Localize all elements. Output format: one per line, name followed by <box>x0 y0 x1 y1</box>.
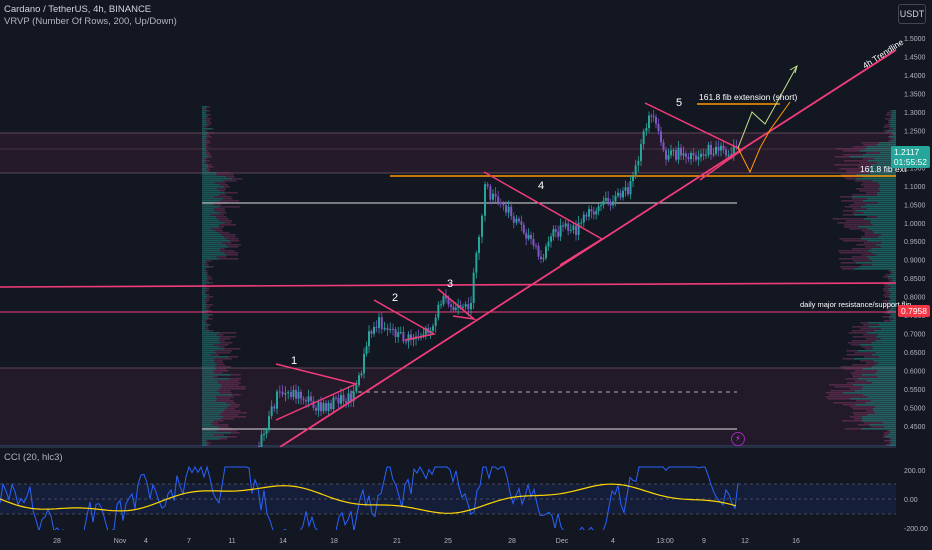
price-tick-label: 0.9500 <box>904 239 926 246</box>
level-0.8660-line <box>0 282 897 288</box>
price-tick-label: 0.6000 <box>904 369 926 376</box>
price-tick-label: 1.4500 <box>904 54 926 61</box>
countdown-value: 01:55:52 <box>893 157 927 167</box>
panel-separator[interactable] <box>0 447 896 448</box>
cci-ma-line <box>0 483 737 514</box>
currency-button[interactable]: USDT <box>898 4 926 24</box>
cci-panel <box>0 465 896 530</box>
wave-label-1: 1 <box>291 355 297 367</box>
price-tick-label: 0.6500 <box>904 350 926 357</box>
time-axis[interactable]: 28 Nov 4 7 11 14 18 21 25 28 Dec 4 13:00 9 12 16 <box>53 538 800 545</box>
cci-axis[interactable]: 200.00 0.00 -200.00 <box>904 468 928 533</box>
upper-range-zone <box>0 133 896 173</box>
lower-range-zone <box>0 368 896 446</box>
price-axis[interactable]: 1.50001.45001.40001.35001.30001.25001.20… <box>904 36 926 431</box>
symbol-title[interactable]: Cardano / TetherUS, 4h, BINANCE <box>4 4 152 15</box>
price-tick-label: 0.8500 <box>904 276 926 283</box>
range-zones <box>0 132 896 447</box>
triangle-3 <box>437 288 477 321</box>
price-tick-label: 0.8000 <box>904 295 926 302</box>
price-tick-label: 1.3500 <box>904 91 926 98</box>
price-tick-label: 0.9000 <box>904 258 926 265</box>
price-tick-label: 1.4000 <box>904 73 926 80</box>
fib-ext-label: 161.8 fib ext <box>860 164 907 174</box>
cci-legend[interactable]: CCI (20, hlc3) <box>4 452 63 463</box>
time-tick-label: 7 <box>187 538 191 545</box>
triangle-1 <box>275 363 359 421</box>
time-tick-label: 4 <box>144 538 148 545</box>
time-tick-label: Nov <box>114 538 127 545</box>
time-tick-label: 18 <box>330 538 338 545</box>
time-tick-label: 11 <box>228 538 235 545</box>
level-price-tag: 0.7958 <box>898 305 930 317</box>
volume-profile-right <box>825 110 896 446</box>
time-tick-label: Dec <box>556 538 569 545</box>
price-tick-label: 1.2500 <box>904 128 926 135</box>
cci-tick-label: 0.00 <box>904 497 918 504</box>
price-candles <box>258 109 738 447</box>
indicator-legend[interactable]: VRVP (Number Of Rows, 200, Up/Down) <box>4 16 177 27</box>
daily-flip-label: daily major resistance/support flip <box>800 300 911 309</box>
time-tick-label: 4 <box>611 538 615 545</box>
time-tick-label: 16 <box>792 538 800 545</box>
projection-up <box>737 65 798 149</box>
time-tick-label: 14 <box>279 538 287 545</box>
cci-line <box>0 465 739 530</box>
lightning-icon[interactable]: ⚡ <box>731 432 745 446</box>
price-tick-label: 1.1000 <box>904 184 926 191</box>
wave-label-5: 5 <box>676 97 682 109</box>
wave-label-2: 2 <box>392 292 398 304</box>
projection-paths <box>737 64 798 174</box>
trendline-label: 4h Trendline <box>861 37 906 71</box>
horizontal-levels <box>0 103 897 430</box>
price-tick-label: 0.4500 <box>904 424 926 431</box>
price-tick-label: 0.7000 <box>904 332 926 339</box>
time-tick-label: 25 <box>444 538 452 545</box>
current-price-tag: 1.2117 01:55:52 <box>890 146 930 168</box>
price-tick-label: 1.1500 <box>904 165 926 172</box>
current-price-value: 1.2117 <box>893 147 920 157</box>
time-tick-label: 12 <box>741 538 749 545</box>
time-tick-label: 13:00 <box>656 538 674 545</box>
time-tick-label: 28 <box>53 538 61 545</box>
price-tick-label: 1.0000 <box>904 221 926 228</box>
cci-tick-label: 200.00 <box>904 468 926 475</box>
price-tick-label: 0.5500 <box>904 387 926 394</box>
wave-label-3: 3 <box>447 278 453 290</box>
fib-short-label: 161.8 fib extension (short) <box>699 92 797 102</box>
pattern-lines <box>275 49 897 448</box>
time-tick-label: 9 <box>702 538 706 545</box>
triangle-5 <box>644 102 744 181</box>
wave-label-4: 4 <box>538 180 544 192</box>
cci-tick-label: -200.00 <box>904 526 928 533</box>
triangle-2 <box>373 299 437 341</box>
time-tick-label: 28 <box>508 538 516 545</box>
volume-profile-left <box>202 106 247 446</box>
price-tick-label: 1.0500 <box>904 202 926 209</box>
triangle-4 <box>483 171 604 266</box>
time-tick-label: 21 <box>393 538 401 545</box>
projection-alt <box>737 101 791 174</box>
price-tick-label: 0.5000 <box>904 406 926 413</box>
price-tick-label: 1.5000 <box>904 36 926 43</box>
price-tick-label: 1.3000 <box>904 110 926 117</box>
